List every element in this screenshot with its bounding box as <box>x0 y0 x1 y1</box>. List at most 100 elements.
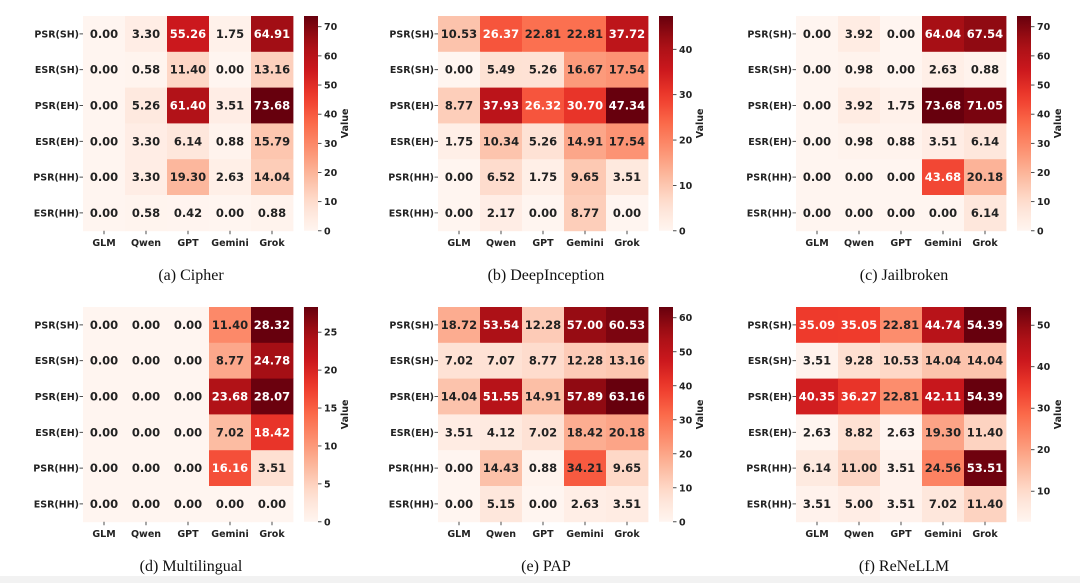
cell-value-label: 1.75 <box>216 27 244 41</box>
cell-value-label: 17.54 <box>609 134 645 148</box>
heatmap-cell <box>964 51 1007 88</box>
row-tick-label: ESR(EH) <box>35 428 79 439</box>
heatmap-cell <box>251 123 294 160</box>
colorbar-label: Value <box>340 109 351 139</box>
cell-value-label: 0.00 <box>90 497 118 511</box>
column-tick-label: Qwen <box>486 529 516 540</box>
heatmap-panel-6: 35.09 35.05 22.81 44.74 54.39 3.51 9.28 10.53 14… <box>746 307 1064 575</box>
heatmap-cell <box>964 159 1007 196</box>
column-tick-label: GPT <box>177 238 199 249</box>
cell-value-label: 57.89 <box>567 390 603 404</box>
column-tick-label: Grok <box>972 529 998 540</box>
heatmap-cell <box>838 486 881 523</box>
heatmap-cell <box>438 414 481 451</box>
heatmap-cell <box>480 450 523 487</box>
heatmap-cell <box>880 123 923 160</box>
column-tick-label: Qwen <box>486 238 516 249</box>
column-tick-label: Gemini <box>924 238 961 249</box>
column-tick-label: Gemini <box>924 529 961 540</box>
cell-value-label: 0.00 <box>887 63 915 77</box>
heatmap-cell <box>83 51 126 88</box>
cell-value-label: 0.00 <box>216 206 244 220</box>
cell-value-label: 0.00 <box>90 27 118 41</box>
heatmap-cell <box>922 414 965 451</box>
cell-value-label: 0.88 <box>887 134 915 148</box>
column-tick-label: GLM <box>447 529 470 540</box>
heatmap-cell <box>125 16 168 53</box>
cell-value-label: 6.14 <box>971 134 999 148</box>
heatmap-cell <box>438 87 481 124</box>
heatmap-cell <box>796 486 839 523</box>
cell-value-label: 0.00 <box>445 497 473 511</box>
cell-value-label: 3.51 <box>445 425 473 439</box>
cell-value-label: 54.39 <box>967 390 1003 404</box>
cell-value-label: 0.00 <box>887 206 915 220</box>
cell-value-label: 0.00 <box>90 318 118 332</box>
cell-value-label: 0.00 <box>90 425 118 439</box>
cell-value-label: 0.00 <box>887 27 915 41</box>
cell-value-label: 47.34 <box>609 99 645 113</box>
cell-value-label: 4.12 <box>487 425 515 439</box>
cell-value-label: 0.00 <box>445 461 473 475</box>
heatmap-cell <box>606 378 649 415</box>
heatmap-cell <box>522 378 565 415</box>
cell-value-label: 44.74 <box>925 318 961 332</box>
cell-value-label: 11.40 <box>212 318 248 332</box>
heatmap-cell <box>438 307 481 344</box>
cell-value-label: 10.53 <box>441 27 477 41</box>
heatmap-cell <box>251 16 294 53</box>
colorbar-tick-label: 20 <box>1037 445 1051 456</box>
heatmap-cell <box>880 159 923 196</box>
heatmap-cell <box>438 159 481 196</box>
heatmap-cell <box>167 378 210 415</box>
cell-value-label: 0.58 <box>132 63 160 77</box>
cell-value-label: 18.42 <box>254 425 290 439</box>
heatmap-cell <box>480 342 523 379</box>
heatmap-cell <box>438 123 481 160</box>
heatmap-cell <box>83 123 126 160</box>
colorbar <box>1017 307 1031 522</box>
heatmap-cell <box>167 450 210 487</box>
row-tick-label: ESR(HH) <box>34 499 79 510</box>
colorbar-tick-label: 0 <box>324 226 331 237</box>
heatmap-cell <box>83 450 126 487</box>
cell-value-label: 14.91 <box>525 390 561 404</box>
row-tick-label: ESR(HH) <box>389 208 434 219</box>
heatmap-cell <box>125 450 168 487</box>
cell-value-label: 0.00 <box>445 63 473 77</box>
heatmap-cell <box>564 195 607 232</box>
colorbar-tick-label: 30 <box>324 139 338 150</box>
cell-value-label: 5.49 <box>487 63 515 77</box>
cell-value-label: 14.04 <box>967 354 1003 368</box>
cell-value-label: 0.00 <box>90 99 118 113</box>
cell-value-label: 5.15 <box>487 497 515 511</box>
cell-value-label: 3.51 <box>613 497 641 511</box>
cell-value-label: 0.00 <box>132 354 160 368</box>
heatmap-cell <box>922 16 965 53</box>
column-tick-label: Grok <box>972 238 998 249</box>
heatmap-cell <box>880 414 923 451</box>
column-tick-label: GPT <box>532 238 554 249</box>
heatmap-panel-4: 0.00 0.00 0.00 11.40 28.32 0.00 0.00 0.00 8.77 24… <box>33 307 351 575</box>
heatmap-cell <box>922 486 965 523</box>
colorbar-tick-label: 30 <box>679 415 693 426</box>
row-tick-label: PSR(HH) <box>746 464 792 475</box>
heatmap-cell <box>167 486 210 523</box>
heatmap-cell <box>796 378 839 415</box>
heatmap-cell <box>880 486 923 523</box>
cell-value-label: 0.00 <box>803 170 831 184</box>
cell-value-label: 7.02 <box>929 497 957 511</box>
cell-value-label: 42.11 <box>925 390 961 404</box>
colorbar-tick-label: 50 <box>1037 81 1051 92</box>
cell-value-label: 20.18 <box>609 425 645 439</box>
heatmap-cell <box>964 450 1007 487</box>
row-tick-label: PSR(HH) <box>746 173 792 184</box>
cell-value-label: 55.26 <box>170 27 206 41</box>
heatmap-panel-1: 0.00 3.30 55.26 1.75 64.91 0.00 0.58 11.40 0.00 1… <box>33 16 351 284</box>
cell-value-label: 34.21 <box>567 461 603 475</box>
cell-value-label: 14.04 <box>441 390 477 404</box>
cell-value-label: 73.68 <box>254 99 290 113</box>
cell-value-label: 11.40 <box>967 497 1003 511</box>
cell-value-label: 0.00 <box>132 318 160 332</box>
cell-value-label: 9.28 <box>845 354 873 368</box>
